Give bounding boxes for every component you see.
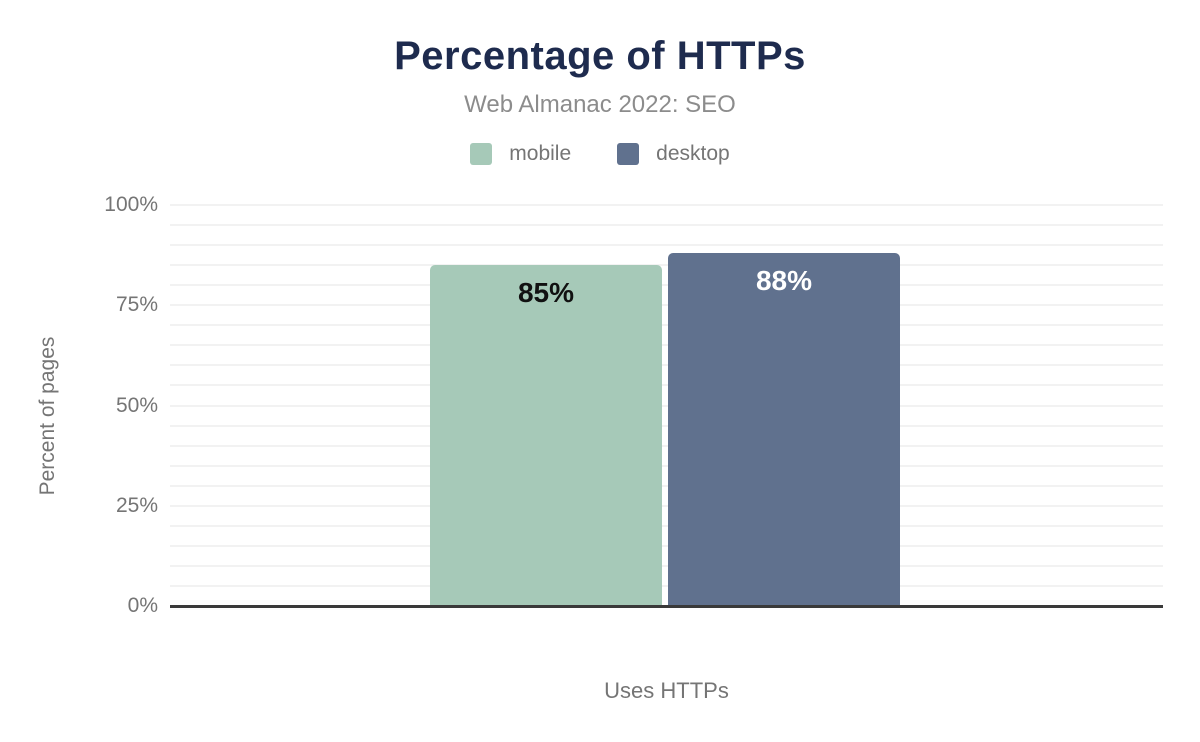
legend-swatch-mobile [470, 143, 493, 165]
y-axis-title: Percent of pages [36, 336, 59, 496]
gridline [170, 224, 1163, 227]
bar-label-desktop: 88% [755, 265, 813, 296]
y-tick-100: 100% [104, 193, 158, 216]
chart-subtitle: Web Almanac 2022: SEO [464, 91, 736, 118]
gridline [170, 544, 1163, 547]
gridline [170, 304, 1163, 307]
legend-item-desktop[interactable]: desktop [617, 142, 730, 166]
gridline [170, 364, 1163, 367]
x-axis-line [170, 605, 1163, 608]
legend-label-desktop: desktop [656, 142, 730, 165]
x-axis-title: Uses HTTPs [604, 678, 729, 703]
legend: mobile desktop [0, 142, 1200, 166]
gridline [170, 204, 1163, 206]
gridline [170, 324, 1163, 327]
y-tick-25: 25% [115, 493, 158, 517]
bar-mobile: 85% [430, 265, 662, 606]
chart-title: Percentage of HTTPs [394, 34, 806, 78]
y-tick-50: 50% [115, 393, 158, 417]
gridline [170, 384, 1163, 387]
gridline [170, 264, 1163, 267]
gridline [170, 504, 1163, 507]
gridline [170, 524, 1163, 527]
gridline [170, 244, 1163, 247]
gridline [170, 344, 1163, 347]
gridline [170, 564, 1163, 567]
plot-area: 85% 88% [170, 204, 1163, 608]
gridline [170, 584, 1163, 587]
gridline [170, 464, 1163, 467]
gridline [170, 484, 1163, 487]
gridline [170, 284, 1163, 287]
bar-desktop: 88% [668, 253, 900, 606]
gridline [170, 444, 1163, 447]
bar-label-mobile: 85% [517, 277, 575, 308]
legend-item-mobile[interactable]: mobile [470, 142, 571, 166]
y-tick-75: 75% [115, 293, 158, 317]
y-tick-0: 0% [127, 594, 158, 617]
legend-swatch-desktop [617, 143, 640, 165]
gridline [170, 404, 1163, 407]
legend-label-mobile: mobile [509, 142, 572, 165]
gridline [170, 424, 1163, 427]
